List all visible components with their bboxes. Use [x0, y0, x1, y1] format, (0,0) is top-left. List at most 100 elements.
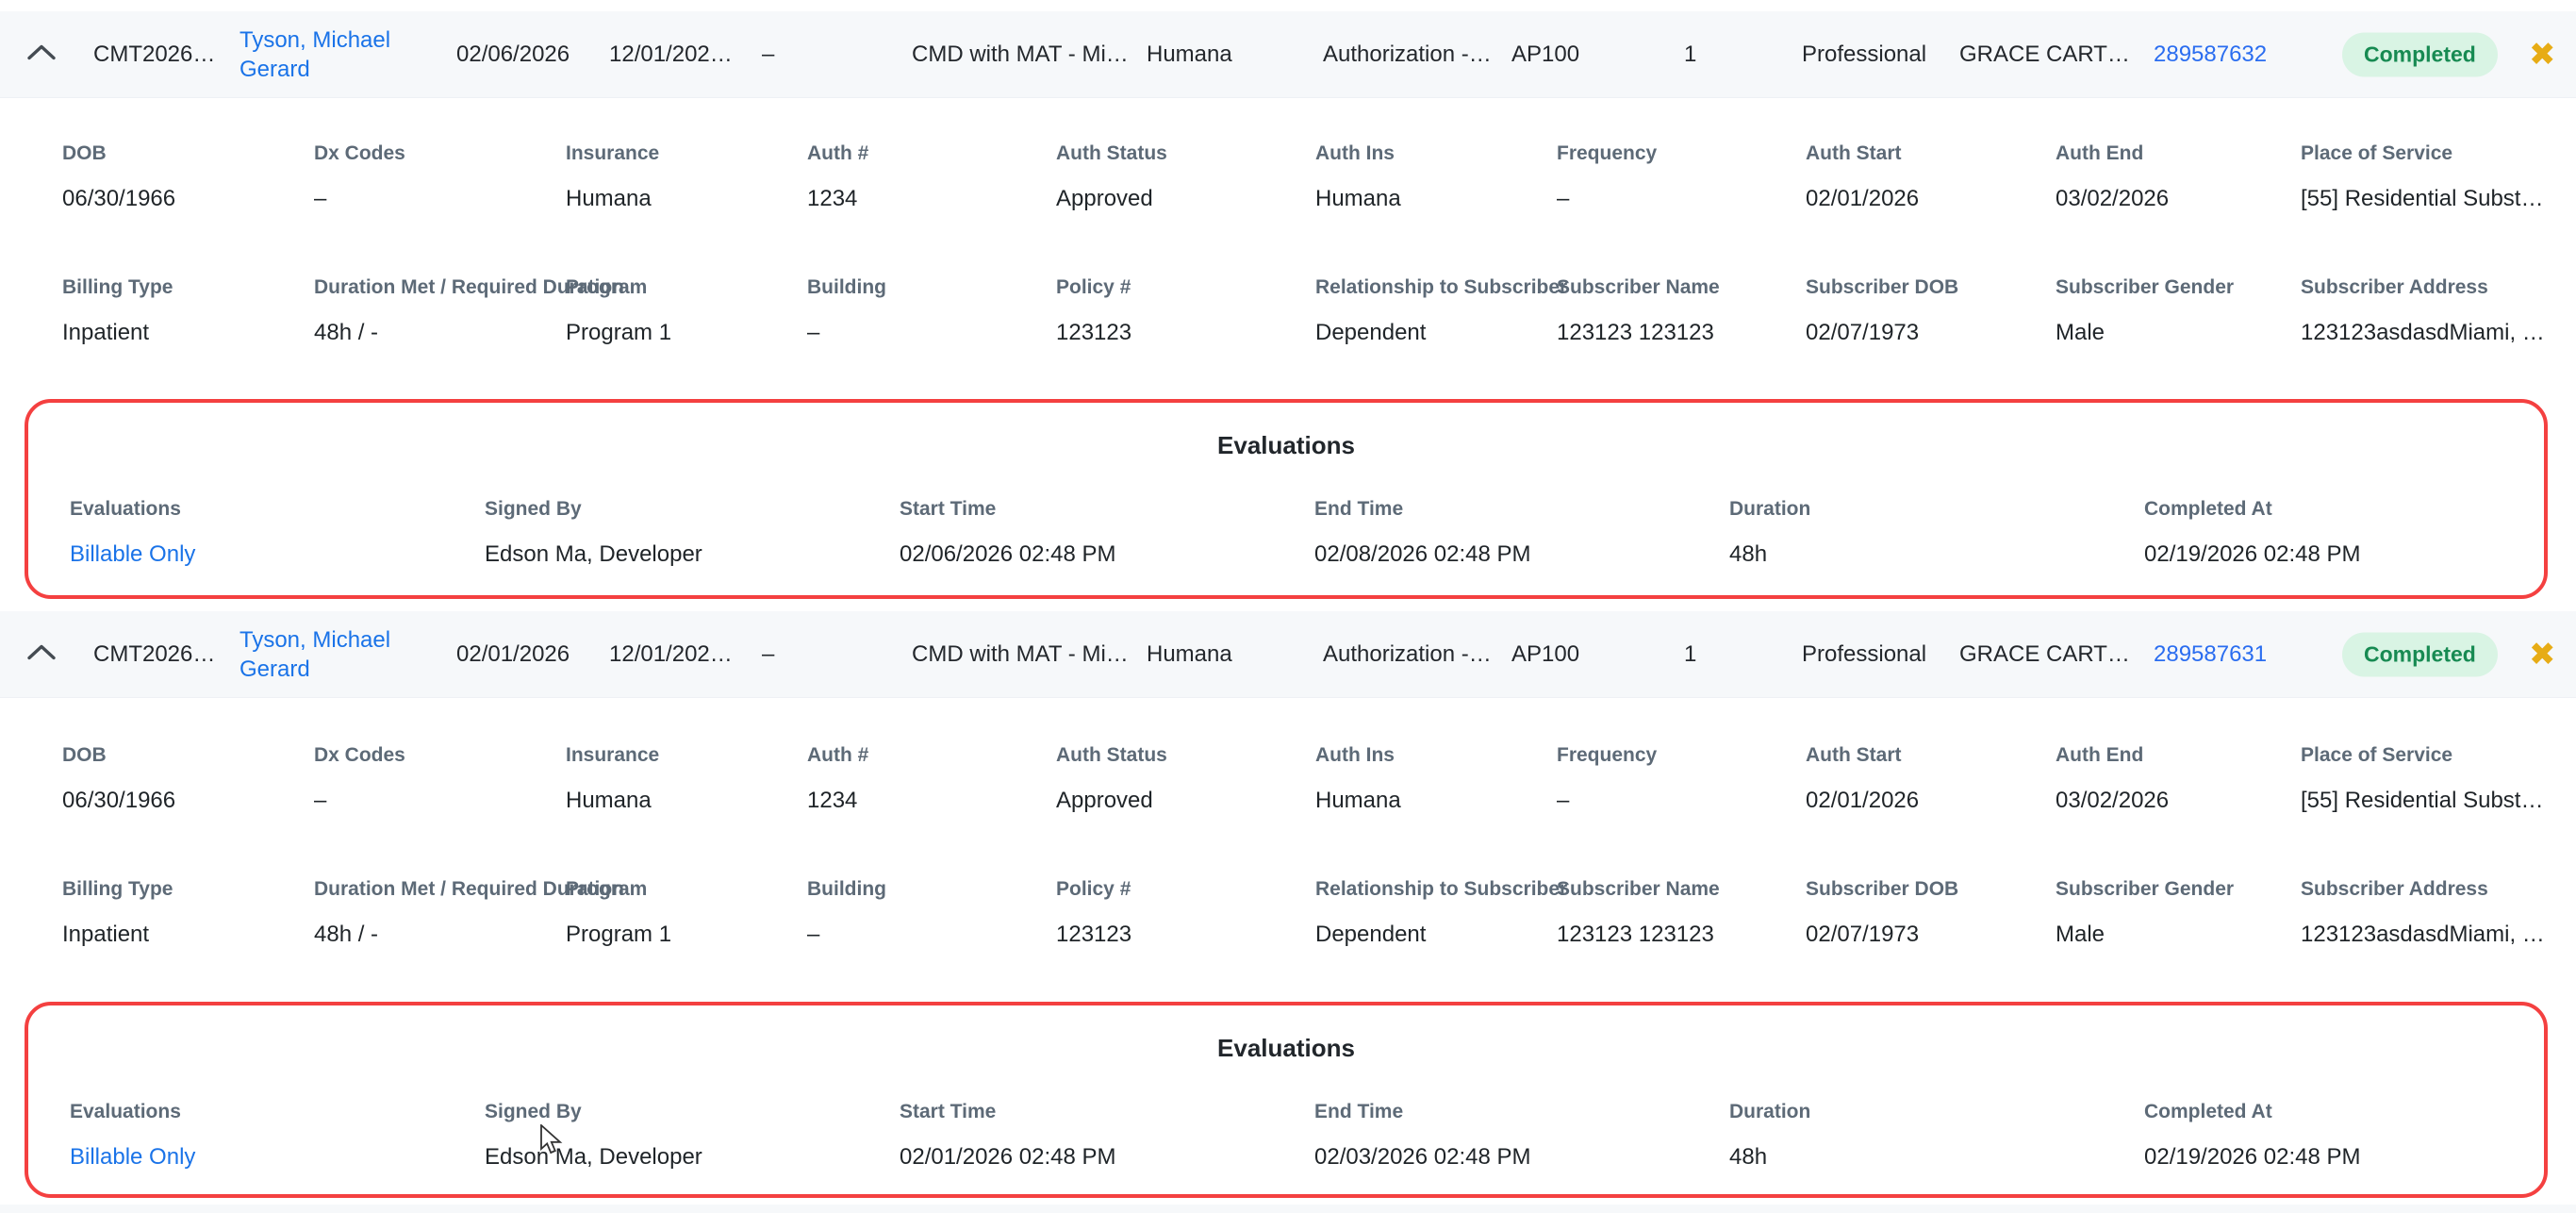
- field-value: 1234: [807, 788, 858, 813]
- field-value: Male: [2056, 922, 2105, 947]
- field-value: 03/02/2026: [2056, 788, 2170, 813]
- field-signed-by: Signed By Edson Ma, Developer: [485, 497, 702, 569]
- procedure-code: AP100: [1511, 640, 1580, 667]
- field-label: Duration Met / Required Duration: [314, 276, 625, 298]
- field-label: Frequency: [1557, 142, 1658, 164]
- field-place-of-service: Place of Service [55] Residential Subst…: [2301, 743, 2569, 815]
- field-auth-ins: Auth Ins Humana: [1315, 141, 1598, 213]
- field-label: Start Time: [900, 1101, 997, 1122]
- field-billing-type: Billing Type Inpatient: [62, 877, 309, 949]
- field-duration: Duration 48h: [1729, 497, 1810, 569]
- empty-dash: –: [762, 640, 775, 667]
- field-label: Duration: [1729, 498, 1811, 520]
- claim-row-header[interactable]: CMT2026… Tyson, Michael Gerard 02/06/202…: [0, 11, 2576, 98]
- field-label: Subscriber DOB: [1806, 878, 1959, 900]
- status-badge: Completed: [2342, 32, 2498, 76]
- field-value: –: [314, 186, 327, 211]
- field-label: Evaluations: [70, 1101, 181, 1122]
- field-value: 02/01/2026: [1806, 788, 1920, 813]
- field-building: Building –: [807, 275, 1054, 347]
- evaluations-title: Evaluations: [1217, 1034, 1355, 1062]
- field-dx-codes: Dx Codes –: [314, 743, 639, 815]
- claim-type: Professional: [1802, 41, 1927, 67]
- claim-type: Professional: [1802, 640, 1927, 667]
- field-value: Dependent: [1315, 922, 1427, 947]
- field-value: –: [314, 788, 327, 813]
- page-background-strip: [0, 1205, 2576, 1213]
- field-completed-at: Completed At 02/19/2026 02:48 PM: [2144, 497, 2361, 569]
- service-date: 02/06/2026: [456, 41, 570, 67]
- claim-row-header[interactable]: CMT2026… Tyson, Michael Gerard 02/01/202…: [0, 611, 2576, 698]
- field-label: Billing Type: [62, 878, 173, 900]
- field-frequency: Frequency –: [1557, 743, 1804, 815]
- field-label: Auth Ins: [1315, 744, 1395, 766]
- field-value: Humana: [566, 788, 652, 813]
- field-label: Relationship to Subscriber: [1315, 878, 1568, 900]
- field-auth-start: Auth Start 02/01/2026: [1806, 141, 2053, 213]
- field-value: Edson Ma, Developer: [485, 1144, 702, 1170]
- field-auth-number: Auth # 1234: [807, 743, 1054, 815]
- empty-dash: –: [762, 41, 775, 67]
- procedure-code: AP100: [1511, 41, 1580, 67]
- evaluations-panel: Evaluations Evaluations Billable Only Sig…: [25, 399, 2548, 599]
- billable-only-link[interactable]: Billable Only: [70, 541, 196, 567]
- field-value: 123123: [1056, 922, 1132, 947]
- billable-only-link[interactable]: Billable Only: [70, 1144, 196, 1170]
- field-value: 02/07/1973: [1806, 320, 1920, 345]
- claim-id-link[interactable]: 289587632: [2154, 41, 2268, 67]
- field-label: End Time: [1314, 1101, 1404, 1122]
- field-label: Auth Status: [1056, 142, 1167, 164]
- field-label: Auth End: [2056, 142, 2144, 164]
- field-value: Dependent: [1315, 320, 1427, 345]
- field-subscriber-gender: Subscriber Gender Male: [2056, 877, 2303, 949]
- field-value: [55] Residential Subst…: [2301, 186, 2544, 211]
- field-subscriber-address: Subscriber Address 123123asdasdMiami, …: [2301, 877, 2569, 949]
- field-place-of-service: Place of Service [55] Residential Subst…: [2301, 141, 2569, 213]
- field-value: Humana: [566, 186, 652, 211]
- field-value: –: [807, 922, 820, 947]
- field-relationship: Relationship to Subscriber Dependent: [1315, 877, 1598, 949]
- field-value: 123123asdasdMiami, …: [2301, 320, 2545, 345]
- field-value: 123123 123123: [1557, 320, 1714, 345]
- field-policy-number: Policy # 123123: [1056, 877, 1303, 949]
- claim-code: CMT2026…: [93, 41, 216, 67]
- field-value: –: [1557, 788, 1570, 813]
- field-insurance: Insurance Humana: [566, 141, 813, 213]
- field-label: Policy #: [1056, 276, 1131, 298]
- close-icon[interactable]: ✖: [2529, 636, 2556, 673]
- field-signed-by: Signed By Edson Ma, Developer: [485, 1100, 702, 1171]
- field-label: Subscriber Address: [2301, 878, 2488, 900]
- field-subscriber-name: Subscriber Name 123123 123123: [1557, 275, 1804, 347]
- field-label: End Time: [1314, 498, 1404, 520]
- field-end-time: End Time 02/03/2026 02:48 PM: [1314, 1100, 1531, 1171]
- client-name-link[interactable]: Tyson, Michael Gerard: [239, 626, 391, 682]
- field-label: Subscriber Gender: [2056, 276, 2235, 298]
- field-duration-met: Duration Met / Required Duration 48h / -: [314, 275, 639, 347]
- field-value: 123123 123123: [1557, 922, 1714, 947]
- field-label: Program: [566, 878, 648, 900]
- field-building: Building –: [807, 877, 1054, 949]
- field-program: Program Program 1: [566, 877, 813, 949]
- field-label: Program: [566, 276, 648, 298]
- field-value: –: [807, 320, 820, 345]
- insurance-name: Humana: [1147, 41, 1232, 67]
- field-label: Dx Codes: [314, 744, 405, 766]
- collapse-chevron-icon[interactable]: [26, 643, 57, 665]
- field-auth-status: Auth Status Approved: [1056, 141, 1303, 213]
- field-label: Signed By: [485, 1101, 582, 1122]
- close-icon[interactable]: ✖: [2529, 36, 2556, 73]
- field-label: Completed At: [2144, 1101, 2272, 1122]
- claim-id-link[interactable]: 289587631: [2154, 640, 2268, 667]
- admit-date: 12/01/202…: [609, 41, 733, 67]
- field-label: Subscriber Name: [1557, 878, 1720, 900]
- field-value: 02/08/2026 02:48 PM: [1314, 541, 1531, 567]
- claim-code: CMT2026…: [93, 640, 216, 667]
- field-auth-status: Auth Status Approved: [1056, 743, 1303, 815]
- field-label: Place of Service: [2301, 744, 2453, 766]
- field-label: Auth #: [807, 744, 869, 766]
- field-label: Insurance: [566, 142, 660, 164]
- field-label: Subscriber DOB: [1806, 276, 1959, 298]
- client-name-link[interactable]: Tyson, Michael Gerard: [239, 26, 391, 82]
- field-value: Humana: [1315, 788, 1401, 813]
- collapse-chevron-icon[interactable]: [26, 43, 57, 65]
